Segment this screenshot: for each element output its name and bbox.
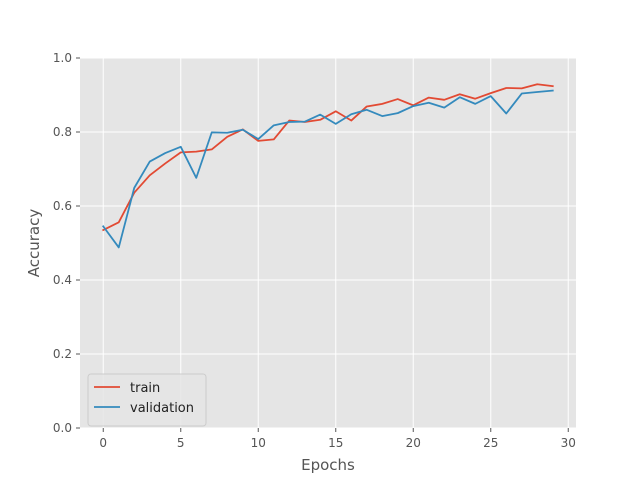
x-tick-label: 30 [561,436,576,450]
x-tick-label: 10 [251,436,266,450]
x-tick-label: 15 [328,436,343,450]
y-tick-label: 0.6 [53,199,72,213]
x-tick-label: 25 [483,436,498,450]
y-tick-label: 1.0 [53,51,72,65]
axis-ticks: 0 5 10 15 20 25 30 0.0 0.2 0.4 0.6 0.8 1.0 [53,51,576,450]
series-line-train [102,83,554,232]
y-tick-label: 0.0 [53,421,72,435]
legend: train validation [87,373,207,427]
x-tick-label: 20 [406,436,421,450]
x-tick-label: 5 [177,436,185,450]
plot-area [80,58,576,428]
y-tick-label: 0.8 [53,125,72,139]
x-axis-label: Epochs [301,456,355,474]
series-lines [101,83,554,249]
x-tick-label: 0 [99,436,107,450]
legend-label-train: train [130,381,160,396]
y-axis-label: Accuracy [25,209,43,278]
y-tick-label: 0.2 [53,347,72,361]
series-line-validation [101,89,554,249]
grid-lines [80,57,576,429]
y-tick-label: 0.4 [53,273,72,287]
legend-label-validation: validation [130,401,194,416]
